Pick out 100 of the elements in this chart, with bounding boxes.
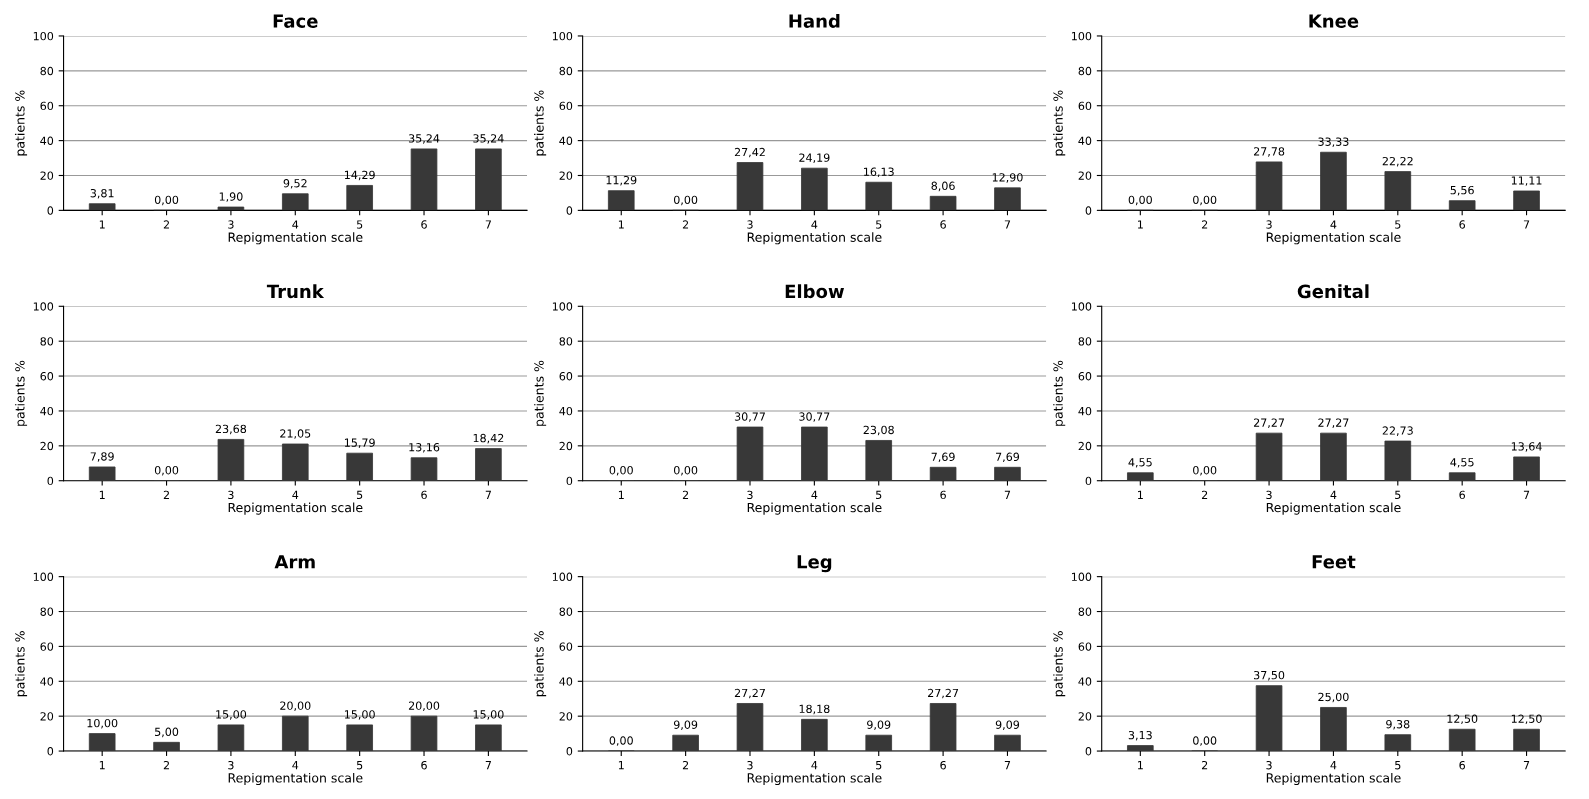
data-label: 15,79: [344, 438, 375, 448]
x-tick-label: 5: [1395, 220, 1401, 229]
y-tick-label: 0: [566, 476, 573, 486]
y-tick-label: 60: [559, 101, 573, 111]
x-tick-label: 2: [682, 490, 689, 499]
x-tick-label: 4: [1330, 490, 1337, 499]
y-tick-label: 80: [1078, 607, 1092, 616]
y-tick-label: 60: [1078, 372, 1092, 381]
x-tick-label: 3: [1266, 220, 1272, 229]
y-tick-label: 100: [552, 572, 573, 582]
y-tick-label: 100: [33, 31, 54, 41]
x-tick-label: 4: [292, 490, 299, 499]
data-label: 9,09: [867, 720, 891, 731]
x-tick-label: 4: [1330, 761, 1337, 770]
x-tick-label: 1: [1138, 761, 1143, 770]
data-label: 0,00: [1193, 195, 1217, 206]
chart-title: Knee: [1309, 14, 1359, 28]
y-tick-label: 20: [1078, 441, 1092, 451]
x-tick-label: 4: [1330, 220, 1337, 229]
data-label: 20,00: [280, 701, 311, 711]
x-tick-label: 6: [940, 490, 946, 500]
y-tick-label: 40: [1078, 677, 1092, 686]
y-tick-label: 0: [47, 476, 54, 486]
data-label: 24,19: [799, 153, 830, 163]
data-label: 33,33: [1318, 137, 1349, 148]
y-tick-label: 20: [559, 171, 573, 180]
x-tick-label: 3: [228, 490, 234, 500]
x-tick-label: 6: [421, 760, 427, 770]
y-tick-label: 100: [33, 302, 54, 311]
x-tick-label: 3: [747, 760, 753, 770]
data-label: 0,00: [673, 195, 698, 206]
y-tick-label: 80: [40, 337, 54, 346]
data-label: 7,89: [90, 452, 114, 462]
x-tick-label: 2: [163, 490, 169, 499]
x-tick-label: 4: [811, 761, 818, 770]
x-tick-label: 5: [876, 490, 882, 500]
x-tick-label: 4: [811, 220, 818, 229]
x-tick-label: 5: [876, 220, 882, 229]
x-axis-title: Repigmentation scale: [747, 772, 882, 786]
data-label: 1,90: [219, 192, 243, 202]
x-tick-label: 5: [1395, 761, 1401, 770]
x-axis-title: Repigmentation scale: [1266, 502, 1401, 515]
chart-title: Face: [273, 14, 318, 28]
y-tick-label: 100: [552, 302, 573, 311]
y-axis-title: patients %: [14, 360, 28, 426]
data-label: 37,50: [1254, 670, 1285, 681]
x-tick-label: 6: [421, 490, 427, 500]
y-tick-label: 60: [559, 642, 573, 651]
x-tick-label: 3: [228, 220, 234, 229]
x-tick-label: 7: [1004, 490, 1011, 499]
x-tick-label: 2: [1201, 220, 1208, 229]
data-label: 0,00: [609, 465, 633, 476]
data-label: 20,00: [408, 701, 440, 711]
data-label: 22,73: [1382, 426, 1413, 436]
x-axis-title: Repigmentation scale: [747, 232, 882, 245]
data-label: 3,13: [1128, 730, 1152, 741]
y-tick-label: 100: [33, 572, 54, 582]
y-tick-label: 80: [1078, 66, 1092, 76]
y-tick-label: 40: [559, 136, 573, 145]
data-label: 9,52: [283, 179, 307, 189]
y-tick-label: 80: [1078, 337, 1092, 346]
data-label: 8,06: [931, 181, 955, 192]
x-tick-label: 1: [99, 220, 105, 229]
chart-title: Trunk: [266, 284, 325, 299]
x-tick-label: 1: [99, 490, 105, 499]
y-tick-label: 40: [40, 136, 54, 145]
data-label: 0,00: [673, 465, 698, 476]
data-label: 11,11: [1511, 176, 1542, 186]
data-label: 22,22: [1382, 156, 1413, 167]
y-tick-label: 80: [559, 607, 573, 616]
y-axis-title: patients %: [534, 360, 547, 426]
x-tick-label: 1: [618, 220, 624, 229]
y-tick-label: 80: [559, 337, 573, 346]
x-tick-label: 5: [356, 761, 363, 770]
x-tick-label: 6: [421, 220, 427, 229]
data-label: 5,00: [155, 727, 179, 738]
x-tick-label: 7: [485, 761, 491, 770]
data-label: 15,00: [473, 710, 504, 720]
y-tick-label: 20: [40, 712, 54, 721]
y-tick-label: 0: [566, 206, 573, 215]
y-tick-label: 60: [1078, 101, 1092, 111]
y-axis-title: patients %: [534, 631, 547, 697]
data-label: 0,00: [154, 195, 179, 206]
data-label: 9,09: [995, 720, 1020, 731]
x-tick-label: 2: [682, 760, 689, 770]
y-tick-label: 20: [559, 712, 573, 721]
y-axis-title: patients %: [1053, 360, 1066, 426]
y-tick-label: 60: [40, 101, 54, 111]
x-tick-label: 3: [1266, 490, 1272, 500]
data-label: 18,18: [799, 704, 830, 715]
data-label: 21,05: [280, 429, 311, 439]
y-tick-label: 20: [40, 441, 54, 451]
x-tick-label: 6: [940, 760, 946, 770]
data-label: 12,50: [1511, 714, 1542, 725]
data-label: 15,00: [344, 710, 375, 720]
y-tick-label: 60: [559, 372, 573, 381]
y-tick-label: 40: [559, 406, 573, 416]
y-tick-label: 100: [1072, 572, 1092, 582]
y-tick-label: 100: [1072, 302, 1092, 311]
data-label: 10,00: [87, 718, 118, 729]
